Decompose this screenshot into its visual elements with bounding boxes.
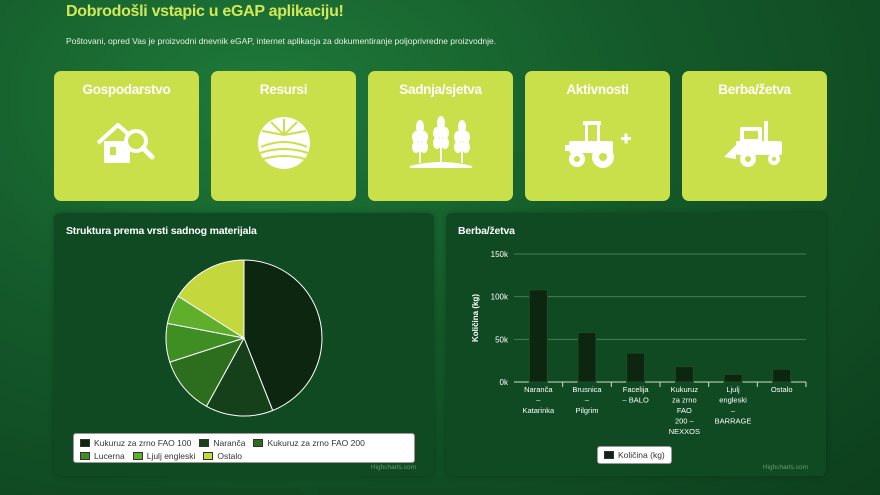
legend-label: Ljulj engleski (146, 450, 196, 461)
legend-swatch (80, 439, 90, 447)
pie-chart-legend: Kukuruz za zrno FAO 100 Naranča Kukuruz … (73, 433, 415, 463)
legend-item[interactable]: Kukuruz za zrno FAO 100 (80, 437, 191, 449)
tile-gospodarstvo[interactable]: Gospodarstvo (54, 71, 199, 201)
bottom-panel-right (318, 488, 568, 495)
tile-label: Sadnja/sjetva (399, 82, 482, 97)
bar-chart-legend[interactable]: Količina (kg) (597, 446, 672, 464)
legend-label: Lucerna (94, 450, 125, 461)
legend-swatch (80, 451, 90, 460)
legend-label: Količina (kg) (618, 450, 665, 460)
welcome-title: Dobrodošli vstapic u eGAP aplikaciju! (66, 3, 344, 20)
legend-item[interactable]: Kukuruz za zrno FAO 200 (253, 437, 365, 449)
welcome-text: Poštovani, opred Vas je proizvodni dnevn… (66, 36, 497, 46)
wheat-icon (409, 116, 472, 168)
legend-label: Ostalo (217, 450, 242, 461)
tile-label: Aktivnosti (566, 82, 629, 97)
legend-label: Kukuruz za zrno FAO 200 (267, 438, 365, 448)
legend-swatch (132, 451, 143, 460)
legend-label: Naranča (213, 438, 246, 448)
pie-chart-title: Struktura prema vrsti sadnog materijala (66, 225, 257, 237)
legend-item[interactable]: Naranča (199, 437, 245, 449)
legend-item[interactable]: Ljulj engleski (132, 450, 196, 462)
chart-credits[interactable]: Highcharts.com (762, 464, 808, 471)
tile-label: Berba/žetva (718, 82, 791, 97)
tile-aktivnosti[interactable]: Aktivnosti (525, 71, 670, 201)
chart-credits[interactable]: Highcharts.com (370, 464, 416, 471)
pie-chart-panel: Struktura prema vrsti sadnog materijala … (54, 213, 434, 476)
legend-label: Kukuruz za zrno FAO 100 (94, 438, 192, 448)
legend-item[interactable]: Ostalo (203, 450, 242, 462)
legend-swatch (604, 451, 614, 459)
field-sun-icon (257, 117, 310, 169)
tile-berba-zetva[interactable]: Berba/žetva (682, 71, 827, 201)
bar-chart-panel: Berba/žetva Highcharts.com (446, 213, 826, 476)
house-search-icon (96, 123, 154, 163)
legend-swatch (199, 439, 210, 447)
tile-label: Gospodarstvo (82, 82, 171, 97)
legend-swatch (203, 451, 214, 460)
legend-swatch (253, 439, 264, 447)
tile-label: Resursi (259, 82, 308, 97)
bar-chart-title: Berba/žetva (458, 225, 515, 237)
tractor-add-icon (564, 121, 631, 168)
tile-sadnja-sjetva[interactable]: Sadnja/sjetva (368, 71, 513, 201)
bottom-panel-left (54, 488, 304, 495)
legend-item[interactable]: Lucerna (80, 450, 125, 462)
harvester-icon (723, 121, 782, 167)
tile-resursi[interactable]: Resursi (211, 71, 356, 201)
